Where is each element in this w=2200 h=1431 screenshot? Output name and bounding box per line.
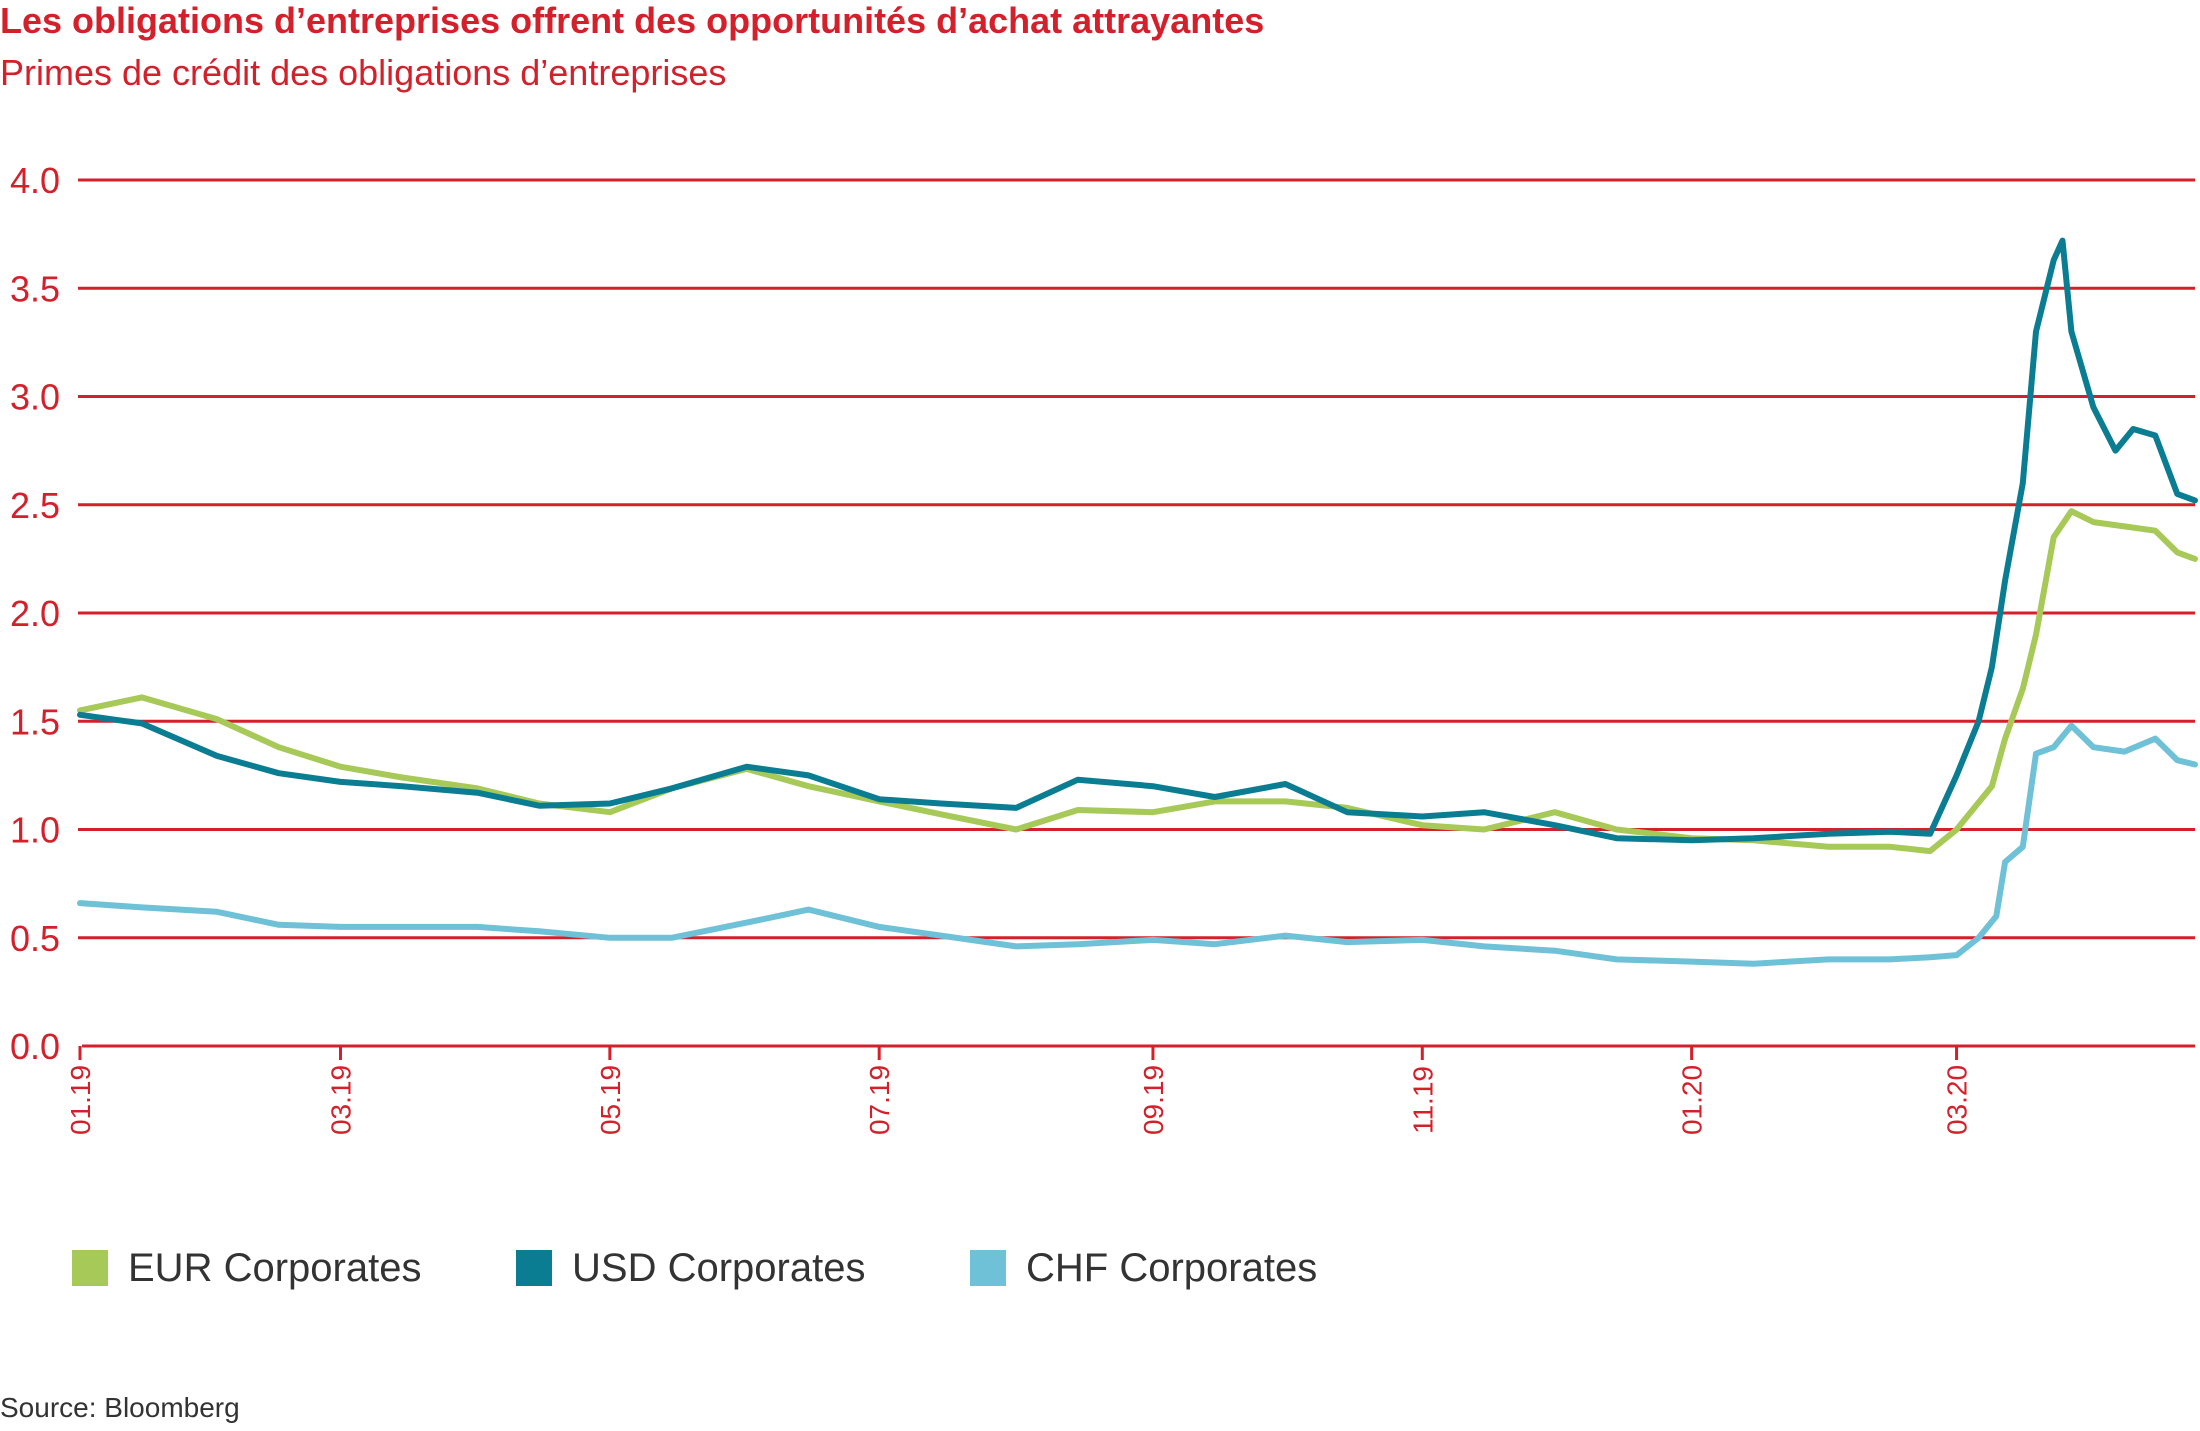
legend-swatch-eur — [72, 1250, 108, 1286]
legend-label-eur: EUR Corporates — [128, 1245, 422, 1290]
y-tick-label: 3.5 — [10, 268, 60, 309]
y-tick-label: 0.5 — [10, 918, 60, 959]
x-tick-label: 01.19 — [65, 1065, 96, 1135]
legend-label-chf: CHF Corporates — [1026, 1245, 1318, 1290]
y-tick-label: 1.0 — [10, 810, 60, 851]
x-tick-label: 03.20 — [1942, 1065, 1973, 1135]
source-note: Source: Bloomberg — [0, 1392, 240, 1423]
series-line-chf — [77, 722, 2198, 967]
x-tick-label: 09.19 — [1138, 1065, 1169, 1135]
legend-item-chf: CHF Corporates — [970, 1243, 1317, 1293]
legend-swatch-usd — [516, 1250, 552, 1286]
x-tick-label: 05.19 — [595, 1065, 626, 1135]
x-tick-label: 03.19 — [326, 1065, 357, 1135]
legend-item-usd: USD Corporates — [516, 1243, 865, 1293]
x-tick-label: 11.19 — [1407, 1066, 1438, 1134]
x-tick-label: 01.20 — [1677, 1065, 1708, 1135]
y-tick-label: 3.0 — [10, 377, 60, 418]
y-tick-label: 2.0 — [10, 593, 60, 634]
y-tick-label: 1.5 — [10, 701, 60, 742]
chart-subtitle: Primes de crédit des obligations d’entre… — [0, 52, 727, 93]
legend-swatch-chf — [970, 1250, 1006, 1286]
y-tick-label: 4.0 — [10, 160, 60, 201]
y-tick-label: 0.0 — [10, 1026, 60, 1067]
x-tick-label: 07.19 — [864, 1065, 895, 1135]
y-tick-label: 2.5 — [10, 485, 60, 526]
legend-label-usd: USD Corporates — [572, 1245, 866, 1290]
chart-title: Les obligations d’entreprises offrent de… — [0, 0, 1265, 41]
series-line-usd — [77, 237, 2198, 844]
series-line-eur — [77, 508, 2198, 855]
legend-item-eur: EUR Corporates — [72, 1243, 421, 1293]
